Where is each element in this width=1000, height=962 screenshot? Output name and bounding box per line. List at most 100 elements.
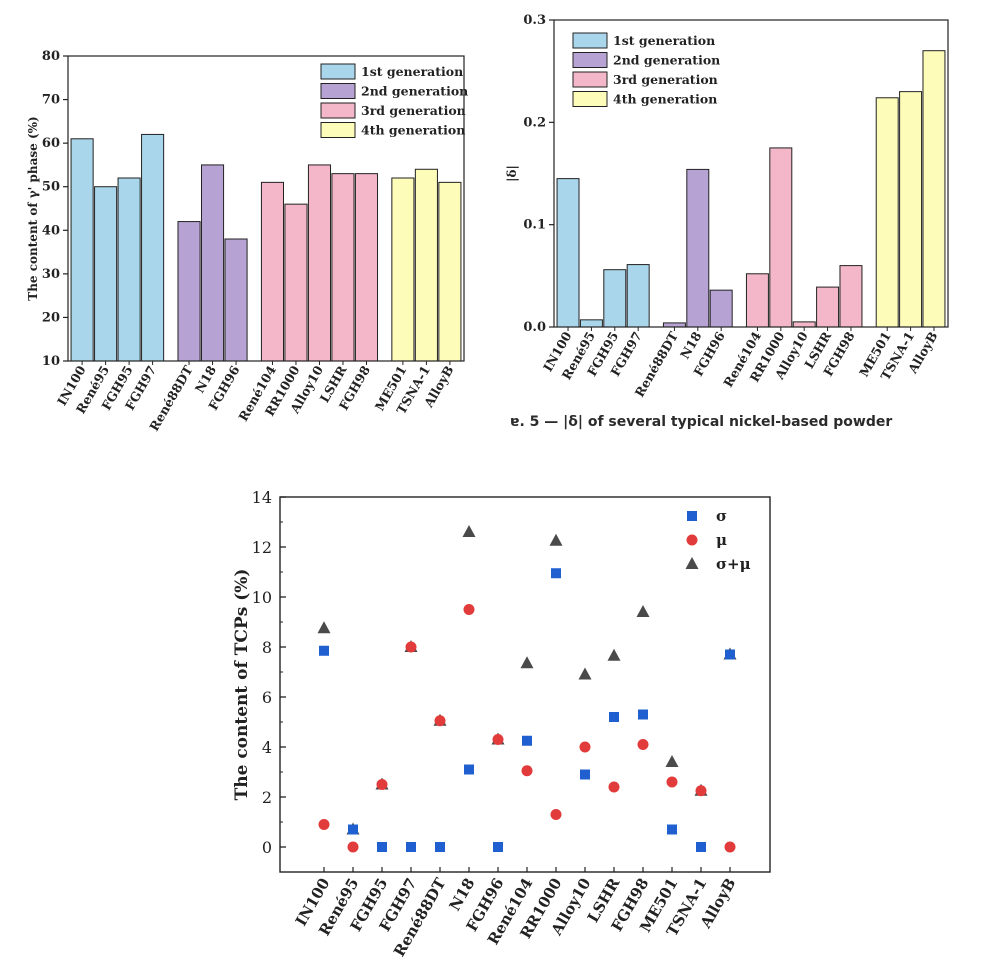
y-tick-label: 4 <box>262 738 272 757</box>
y-axis-title: The content of γ' phase (%) <box>26 116 40 300</box>
legend-label: 2nd generation <box>613 53 720 68</box>
gamma-prime-chart-svg: 1020304050607080IN100René95FGH95FGH97Ren… <box>26 49 468 434</box>
y-tick-label: 30 <box>42 267 60 282</box>
bar-RR1000 <box>284 203 308 362</box>
point-square-N18 <box>464 764 474 775</box>
point-triangle-René104 <box>520 656 534 669</box>
point-circle-TSNA-1 <box>695 785 707 797</box>
y-tick-label: 0 <box>262 838 272 857</box>
bar-FGH97 <box>626 264 650 328</box>
y-tick-label: 0.2 <box>523 115 546 130</box>
legend-marker-circle <box>686 534 698 546</box>
bar-N18 <box>200 164 225 362</box>
gamma-prime-bar-chart: 10 20 30 40 50 60 70 80 IN100 René95 FGH95 FGH97 Ren… <box>26 40 478 434</box>
legend-swatch <box>572 52 608 68</box>
bar-IN100 <box>70 138 94 362</box>
legend-label: 3rd generation <box>361 103 466 118</box>
y-tick-label: 0.0 <box>523 320 546 335</box>
point-triangle-RR1000 <box>549 533 563 546</box>
bar-FGH95 <box>603 269 627 328</box>
bar-TSNA-1 <box>414 168 438 362</box>
point-triangle-IN100 <box>317 621 331 634</box>
legend-marker-triangle <box>685 557 699 569</box>
bar-René88DT <box>662 322 686 328</box>
legend-swatch <box>320 63 356 80</box>
bar-N18 <box>686 168 710 328</box>
point-circle-FGH95 <box>376 779 388 790</box>
point-square-René104 <box>522 735 532 746</box>
point-triangle-N18 <box>462 525 476 537</box>
plot-frame <box>553 19 949 328</box>
point-triangle-FGH98 <box>636 605 650 617</box>
point-square-FGH98 <box>638 709 648 720</box>
legend-marker-square <box>687 511 697 521</box>
point-circle-FGH98 <box>637 739 649 750</box>
point-square-FGH96 <box>493 842 503 852</box>
point-square-FGH95 <box>377 842 387 852</box>
y-tick-label: 80 <box>42 49 60 64</box>
y-tick-label: 20 <box>42 310 60 325</box>
point-square-LSHR <box>609 712 619 722</box>
point-circle-René95 <box>347 841 359 853</box>
point-circle-FGH97 <box>405 641 417 653</box>
point-square-FGH97 <box>406 842 416 852</box>
y-axis-title: The content of TCPs (%) <box>232 569 252 801</box>
point-square-ME501 <box>667 824 677 835</box>
point-circle-RR1000 <box>550 809 562 820</box>
bar-ME501 <box>875 97 899 328</box>
bar-Alloy10 <box>307 164 332 362</box>
y-tick-label: 50 <box>42 180 60 195</box>
tcp-chart-svg: 02468101214IN100René95FGH95FGH97René88DT… <box>232 488 771 960</box>
legend-swatch <box>572 91 608 107</box>
bar-René104 <box>260 181 285 362</box>
legend-label: μ <box>716 531 727 549</box>
point-triangle-LSHR <box>607 648 621 661</box>
delta-bar-chart: 0.0 0.1 0.2 0.3 IN100 René95 FGH95 FGH97 René88D… <box>500 0 965 435</box>
legend-label: σ+μ <box>716 555 751 573</box>
y-tick-label: 40 <box>42 223 60 238</box>
point-square-René88DT <box>435 842 445 852</box>
legend-label: σ <box>716 507 727 525</box>
bar-ME501 <box>391 177 415 362</box>
y-tick-label: 0.3 <box>523 13 546 28</box>
point-circle-René88DT <box>434 715 446 727</box>
bar-FGH96 <box>709 289 733 328</box>
bar-Alloy10 <box>792 321 816 328</box>
point-circle-Alloy10 <box>579 741 591 753</box>
point-square-René95 <box>348 824 358 835</box>
legend-swatch <box>320 83 356 99</box>
bar-LSHR <box>331 173 355 362</box>
point-circle-N18 <box>463 604 475 615</box>
bar-TSNA-1 <box>899 91 923 328</box>
tcp-scatter-chart: 0 2 4 6 8 10 12 14 IN100 René95 FGH95 FGH97 René88DT… <box>230 486 775 960</box>
legend-swatch <box>572 71 608 88</box>
legend-label: 4th generation <box>361 123 465 138</box>
point-square-RR1000 <box>551 568 561 579</box>
bar-FGH96 <box>224 238 248 362</box>
point-circle-LSHR <box>608 781 620 793</box>
bar-AlloyB <box>922 50 946 328</box>
legend-label: 1st generation <box>613 33 715 48</box>
bar-FGH97 <box>141 133 165 362</box>
y-axis-title: |δ| <box>505 165 519 182</box>
bar-RR1000 <box>769 147 793 328</box>
bar-René95 <box>579 319 603 328</box>
point-square-IN100 <box>319 645 329 656</box>
legend-swatch <box>572 32 608 49</box>
legend-label: 1st generation <box>361 64 463 79</box>
bar-IN100 <box>556 178 580 328</box>
bar-FGH98 <box>354 173 379 362</box>
y-tick-label: 10 <box>252 588 272 607</box>
delta-chart-svg: 0.00.10.20.3IN100René95FGH95FGH97René88D… <box>505 13 949 400</box>
point-triangle-Alloy10 <box>578 667 592 680</box>
bar-LSHR <box>816 286 840 328</box>
legend-label: 2nd generation <box>361 84 468 99</box>
bar-René104 <box>745 273 769 328</box>
bar-René95 <box>94 186 118 362</box>
point-circle-ME501 <box>666 776 678 788</box>
y-tick-label: 12 <box>252 538 272 557</box>
plot-frame <box>279 496 771 873</box>
bar-FGH95 <box>117 177 141 362</box>
point-circle-AlloyB <box>724 841 736 853</box>
point-square-AlloyB <box>725 649 735 660</box>
